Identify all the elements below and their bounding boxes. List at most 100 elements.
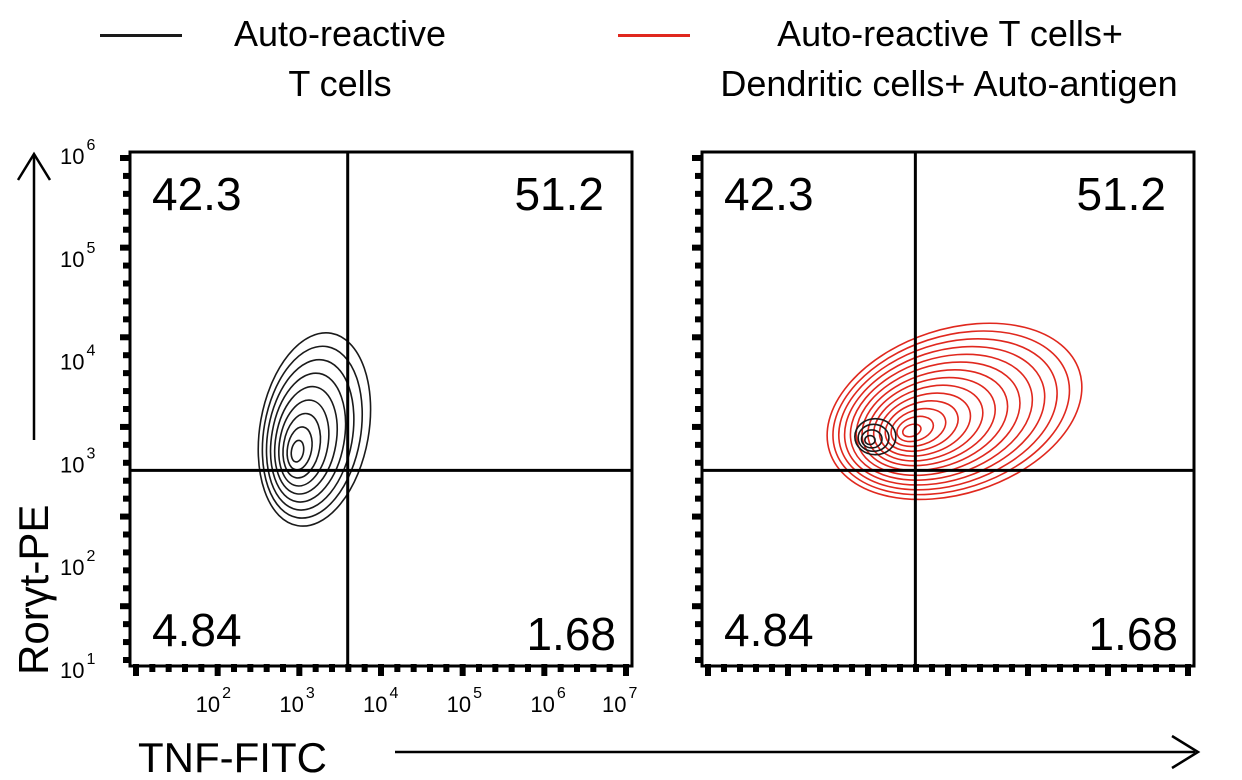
y-tick-mark: [123, 262, 130, 269]
x-axis-label-group: TNF-FITC: [138, 734, 1201, 780]
x-tick-mark: [263, 664, 270, 672]
y-tick-label: 10 6: [60, 137, 95, 169]
x-tick-mark: [459, 664, 466, 676]
y-tick-exponent: 6: [86, 137, 95, 154]
y-tick-mark: [123, 208, 130, 215]
x-tick-mark: [1073, 664, 1079, 672]
contour-ring: [269, 372, 347, 503]
x-axis-label: TNF-FITC: [138, 734, 327, 780]
legend-swatch-black: [100, 34, 182, 37]
quadrant-value-lower-left: 4.84: [152, 604, 242, 656]
contour-ring: [896, 415, 935, 443]
legend-swatch-red: [618, 34, 690, 37]
y-tick-mark: [695, 459, 702, 466]
contour-group: [257, 332, 372, 527]
x-tick-mark: [410, 664, 417, 672]
x-tick-exponent: 4: [389, 685, 398, 702]
x-tick-base: 10: [602, 692, 626, 717]
x-tick-mark: [1041, 664, 1047, 672]
contour-ring: [890, 407, 947, 448]
x-tick-mark: [1025, 664, 1031, 676]
x-tick-mark: [1089, 664, 1095, 672]
x-tick-mark: [1185, 664, 1191, 676]
x-tick-mark: [1121, 664, 1127, 672]
y-tick-mark: [123, 585, 130, 592]
y-tick-mark: [120, 603, 130, 610]
y-tick-mark: [695, 316, 702, 323]
x-tick-exponent: 6: [557, 685, 566, 702]
plot-panel-left: 42.3 51.2 4.84 1.68: [120, 150, 634, 676]
x-tick-mark: [1137, 664, 1143, 672]
y-tick-mark: [123, 226, 130, 233]
x-tick-label: 10 3: [279, 685, 314, 717]
y-tick-base: 10: [60, 658, 84, 683]
x-tick-mark: [590, 664, 597, 672]
y-tick-mark: [123, 298, 130, 305]
x-tick-mark: [133, 664, 139, 676]
contour-ring: [867, 376, 997, 467]
quadrant-value-lower-right: 1.68: [1088, 608, 1178, 660]
y-tick-mark: [123, 477, 130, 484]
legend-label-line2: T cells: [288, 63, 392, 104]
quadrant-value-upper-right: 51.2: [514, 168, 604, 220]
x-tick-exponent: 5: [473, 685, 482, 702]
contour-ring: [860, 429, 883, 449]
x-tick-mark: [280, 664, 286, 672]
y-tick-base: 10: [60, 247, 84, 272]
x-tick-labels: 10 2 10 3 10 4 10 5 10 6 10 7: [196, 685, 638, 717]
y-tick-mark: [120, 334, 130, 341]
x-tick-mark: [149, 664, 156, 672]
quadrant-value-upper-left: 42.3: [152, 168, 242, 220]
legend-label-line1: Auto-reactive: [233, 13, 447, 54]
x-axis-arrowhead: [1171, 734, 1201, 770]
x-tick-mark: [881, 664, 887, 672]
x-tick-mark: [443, 664, 450, 672]
x-tick-mark: [897, 664, 903, 672]
x-tick-mark: [394, 664, 401, 672]
x-tick-mark: [182, 664, 188, 672]
quadrant-value-lower-left: 4.84: [724, 604, 814, 656]
y-tick-mark: [695, 549, 702, 556]
x-tick-mark: [247, 664, 254, 672]
x-tick-mark: [961, 664, 967, 672]
x-tick-mark: [361, 664, 368, 672]
x-tick-mark: [1153, 664, 1159, 672]
y-axis-label-group: Rorγt-PE: [10, 151, 57, 675]
y-tick-base: 10: [60, 452, 84, 477]
y-tick-mark: [692, 603, 702, 610]
y-tick-mark: [695, 352, 702, 359]
x-tick-mark: [785, 664, 791, 676]
y-tick-mark: [123, 172, 130, 179]
x-tick-mark: [1169, 664, 1175, 672]
y-tick-exponent: 1: [86, 651, 95, 668]
x-tick-base: 10: [363, 692, 387, 717]
y-tick-mark: [123, 370, 130, 377]
contour-ring: [837, 337, 1058, 491]
x-tick-mark: [817, 664, 823, 672]
y-tick-mark: [692, 155, 702, 161]
quadrant-value-upper-left: 42.3: [724, 168, 814, 220]
y-tick-mark: [692, 513, 702, 520]
y-tick-mark: [120, 155, 130, 161]
y-tick-label: 10 3: [60, 445, 95, 477]
contour-ring: [261, 345, 364, 519]
y-tick-mark: [695, 280, 702, 287]
y-tick-mark: [695, 406, 702, 412]
x-tick-mark: [606, 664, 613, 672]
y-tick-base: 10: [60, 555, 84, 580]
contour-group: [826, 322, 1083, 501]
y-tick-mark: [695, 370, 702, 377]
y-tick-label: 10 1: [60, 651, 95, 683]
y-tick-base: 10: [60, 144, 84, 169]
y-tick-mark: [695, 208, 702, 215]
y-tick-mark: [695, 226, 702, 233]
x-tick-base: 10: [530, 692, 554, 717]
x-tick-exponent: 3: [306, 685, 315, 702]
y-tick-mark: [695, 441, 702, 448]
x-tick-mark: [929, 664, 935, 672]
axis-tick-marks: [120, 155, 629, 676]
y-tick-mark: [695, 298, 702, 305]
y-tick-mark: [695, 585, 702, 592]
contour-ring: [849, 353, 1034, 481]
contour-ring: [257, 332, 372, 527]
